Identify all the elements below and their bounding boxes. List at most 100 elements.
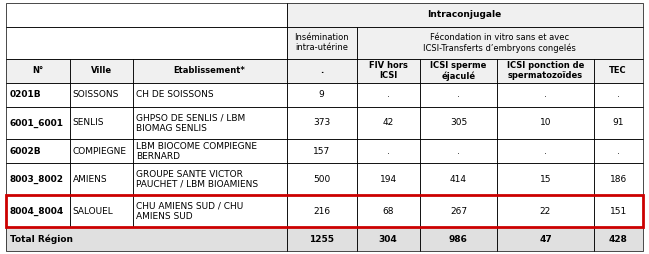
Text: 47: 47 (539, 235, 552, 244)
Text: .: . (387, 90, 389, 99)
Bar (287, 83, 357, 107)
Bar (420, 163, 497, 195)
Bar (357, 107, 420, 139)
Bar (6, 195, 69, 227)
Bar (6, 83, 69, 107)
Bar (132, 107, 287, 139)
Bar (594, 107, 643, 139)
Text: CH DE SOISSONS: CH DE SOISSONS (136, 90, 214, 99)
Text: 68: 68 (382, 207, 394, 216)
Bar (497, 195, 594, 227)
Text: 267: 267 (450, 207, 467, 216)
Bar (6, 3, 287, 27)
Bar (357, 27, 643, 59)
Bar (6, 139, 69, 163)
Bar (6, 163, 69, 195)
Bar (6, 107, 69, 139)
Text: 6002B: 6002B (10, 147, 42, 156)
Text: 373: 373 (313, 118, 330, 128)
Text: 15: 15 (540, 175, 551, 184)
Bar (287, 227, 357, 251)
Bar (69, 195, 132, 227)
Text: 414: 414 (450, 175, 467, 184)
Text: N°: N° (32, 66, 43, 75)
Bar (497, 139, 594, 163)
Bar (6, 27, 287, 59)
Bar (132, 139, 287, 163)
Text: 304: 304 (379, 235, 398, 244)
Bar (420, 227, 497, 251)
Bar (132, 59, 287, 83)
Text: 0201B: 0201B (10, 90, 42, 99)
Bar (497, 59, 594, 83)
Bar (420, 195, 497, 227)
Bar (357, 83, 420, 107)
Bar (420, 139, 497, 163)
Bar (287, 83, 357, 107)
Text: 500: 500 (313, 175, 330, 184)
Bar (497, 163, 594, 195)
Bar (69, 163, 132, 195)
Text: FIV hors
ICSI: FIV hors ICSI (369, 61, 408, 80)
Bar (594, 195, 643, 227)
Text: LBM BIOCOME COMPIEGNE
BERNARD: LBM BIOCOME COMPIEGNE BERNARD (136, 141, 257, 161)
Text: .: . (544, 90, 547, 99)
Bar (6, 139, 69, 163)
Text: .: . (457, 90, 460, 99)
Bar (497, 83, 594, 107)
Bar (69, 59, 132, 83)
Text: Fécondation in vitro sans et avec
ICSI-Transferts d’embryons congelés: Fécondation in vitro sans et avec ICSI-T… (423, 33, 576, 53)
Bar (420, 227, 497, 251)
Bar (497, 163, 594, 195)
Bar (287, 163, 357, 195)
Bar (497, 139, 594, 163)
Text: 42: 42 (383, 118, 394, 128)
Bar (132, 195, 287, 227)
Bar (497, 227, 594, 251)
Bar (132, 163, 287, 195)
Bar (6, 195, 69, 227)
Bar (6, 3, 287, 27)
Bar (420, 163, 497, 195)
Bar (69, 139, 132, 163)
Bar (6, 195, 643, 227)
Bar (287, 3, 643, 27)
Text: 305: 305 (450, 118, 467, 128)
Bar (132, 139, 287, 163)
Bar (420, 139, 497, 163)
Text: 186: 186 (609, 175, 627, 184)
Bar (357, 107, 420, 139)
Bar (6, 163, 69, 195)
Text: GROUPE SANTE VICTOR
PAUCHET / LBM BIOAMIENS: GROUPE SANTE VICTOR PAUCHET / LBM BIOAMI… (136, 170, 258, 189)
Bar (6, 59, 69, 83)
Bar (594, 107, 643, 139)
Text: Insémination
intra-utérine: Insémination intra-utérine (295, 33, 349, 52)
Bar (497, 107, 594, 139)
Text: .: . (617, 147, 620, 156)
Text: Total Région: Total Région (10, 235, 73, 244)
Bar (497, 227, 594, 251)
Bar (6, 227, 287, 251)
Bar (287, 107, 357, 139)
Bar (357, 163, 420, 195)
Bar (132, 59, 287, 83)
Text: 428: 428 (609, 235, 628, 244)
Bar (69, 107, 132, 139)
Text: GHPSO DE SENLIS / LBM
BIOMAG SENLIS: GHPSO DE SENLIS / LBM BIOMAG SENLIS (136, 114, 245, 133)
Text: ICSI sperme
éjaculé: ICSI sperme éjaculé (430, 61, 487, 81)
Text: Ville: Ville (90, 66, 112, 75)
Bar (287, 139, 357, 163)
Text: SOISSONS: SOISSONS (73, 90, 119, 99)
Bar (69, 83, 132, 107)
Bar (420, 83, 497, 107)
Bar (287, 139, 357, 163)
Text: ICSI ponction de
spermatozoïdes: ICSI ponction de spermatozoïdes (507, 61, 584, 80)
Bar (132, 163, 287, 195)
Bar (594, 227, 643, 251)
Text: SALOUEL: SALOUEL (73, 207, 114, 216)
Bar (132, 107, 287, 139)
Bar (132, 195, 287, 227)
Bar (594, 83, 643, 107)
Bar (357, 227, 420, 251)
Bar (6, 227, 287, 251)
